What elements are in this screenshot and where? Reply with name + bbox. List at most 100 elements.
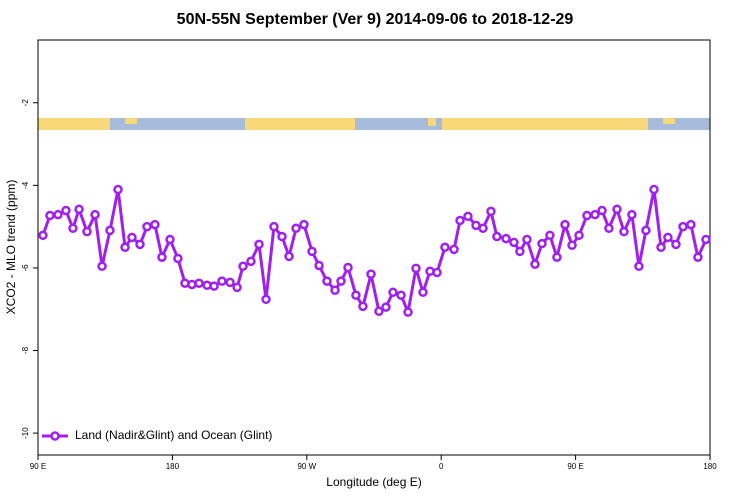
data-point — [291, 223, 301, 234]
y-tick-label: -6 — [21, 264, 30, 272]
data-point — [411, 263, 421, 274]
data-point — [403, 307, 413, 317]
data-point — [366, 269, 376, 279]
data-point — [396, 290, 406, 300]
data-point — [671, 239, 681, 250]
data-point — [284, 251, 294, 262]
data-point — [74, 204, 84, 215]
data-point — [232, 282, 242, 293]
x-tick-label: 90 E — [30, 462, 46, 471]
land-band — [125, 118, 137, 124]
data-point — [449, 244, 459, 255]
data-point — [619, 226, 629, 237]
land-band — [245, 118, 355, 130]
data-point — [463, 211, 473, 222]
x-tick-label: 90 W — [297, 462, 316, 471]
data-point — [590, 209, 600, 220]
land-ocean-strip — [38, 118, 710, 130]
data-point — [68, 223, 78, 234]
x-tick-label: 180 — [703, 462, 717, 471]
data-point — [330, 285, 340, 295]
y-tick-label: -4 — [21, 181, 30, 189]
data-point — [142, 221, 152, 232]
data-point — [455, 215, 465, 226]
data-point — [217, 276, 227, 286]
data-point — [515, 246, 525, 257]
data-point — [567, 240, 577, 250]
data-point — [38, 230, 48, 241]
data-point — [97, 261, 107, 272]
data-point — [530, 259, 540, 269]
y-axis-label: XCO2 - MLO trend (ppm) — [4, 180, 18, 315]
data-point — [53, 209, 63, 220]
data-point — [582, 210, 592, 221]
data-point — [627, 209, 637, 220]
data-point — [522, 234, 532, 245]
y-tick-label: -2 — [21, 99, 30, 107]
data-point — [105, 225, 115, 236]
legend-label: Land (Nadir&Glint) and Ocean (Glint) — [75, 428, 272, 442]
chart-title: 50N-55N September (Ver 9) 2014-09-06 to … — [177, 11, 574, 28]
land-band — [663, 118, 675, 124]
data-point — [82, 226, 92, 237]
y-tick-label: -10 — [21, 427, 30, 439]
data-point — [307, 246, 317, 257]
data-point — [574, 230, 584, 241]
data-point — [113, 184, 123, 195]
data-point — [150, 219, 160, 230]
data-point — [358, 301, 368, 312]
data-point — [560, 219, 570, 230]
data-point — [686, 219, 696, 230]
data-point — [604, 223, 614, 234]
data-point — [432, 267, 442, 278]
data-point — [343, 262, 353, 273]
x-tick-label: 180 — [166, 462, 180, 471]
data-point — [90, 209, 100, 220]
data-point — [418, 287, 428, 298]
data-point — [225, 277, 235, 288]
data-point — [194, 278, 204, 288]
data-point — [127, 232, 137, 243]
data-point — [537, 238, 547, 249]
data-point — [663, 232, 673, 243]
data-point — [120, 242, 130, 253]
data-point — [381, 302, 391, 312]
data-point — [351, 290, 361, 300]
data-point — [374, 306, 384, 317]
data-point — [440, 242, 450, 253]
data-point — [552, 252, 562, 262]
data-point — [299, 219, 309, 230]
x-tick-label: 90 E — [567, 462, 583, 471]
data-point — [314, 260, 324, 271]
data-point — [509, 237, 519, 248]
data-point — [336, 276, 346, 286]
data-point — [693, 252, 703, 262]
data-point — [478, 223, 488, 234]
data-point — [649, 184, 659, 195]
data-point — [173, 253, 183, 264]
land-band — [442, 118, 648, 130]
data-point — [656, 242, 666, 253]
data-point — [165, 234, 175, 245]
legend-marker — [50, 431, 60, 441]
data-point — [492, 231, 502, 242]
data-point — [641, 225, 651, 236]
data-point — [486, 206, 496, 217]
data-point — [634, 261, 644, 272]
data-point — [269, 221, 279, 232]
x-tick-label: 0 — [439, 462, 444, 471]
x-axis-label: Longitude (deg E) — [326, 475, 421, 489]
data-point — [246, 256, 256, 267]
data-point — [322, 276, 332, 286]
land-band — [428, 118, 436, 126]
data-point — [209, 281, 219, 291]
y-tick-label: -8 — [21, 346, 30, 354]
data-point — [277, 231, 287, 242]
data-point — [157, 252, 167, 262]
data-point — [701, 234, 711, 245]
land-band — [38, 118, 110, 130]
data-point — [61, 205, 71, 216]
data-point — [45, 210, 55, 221]
